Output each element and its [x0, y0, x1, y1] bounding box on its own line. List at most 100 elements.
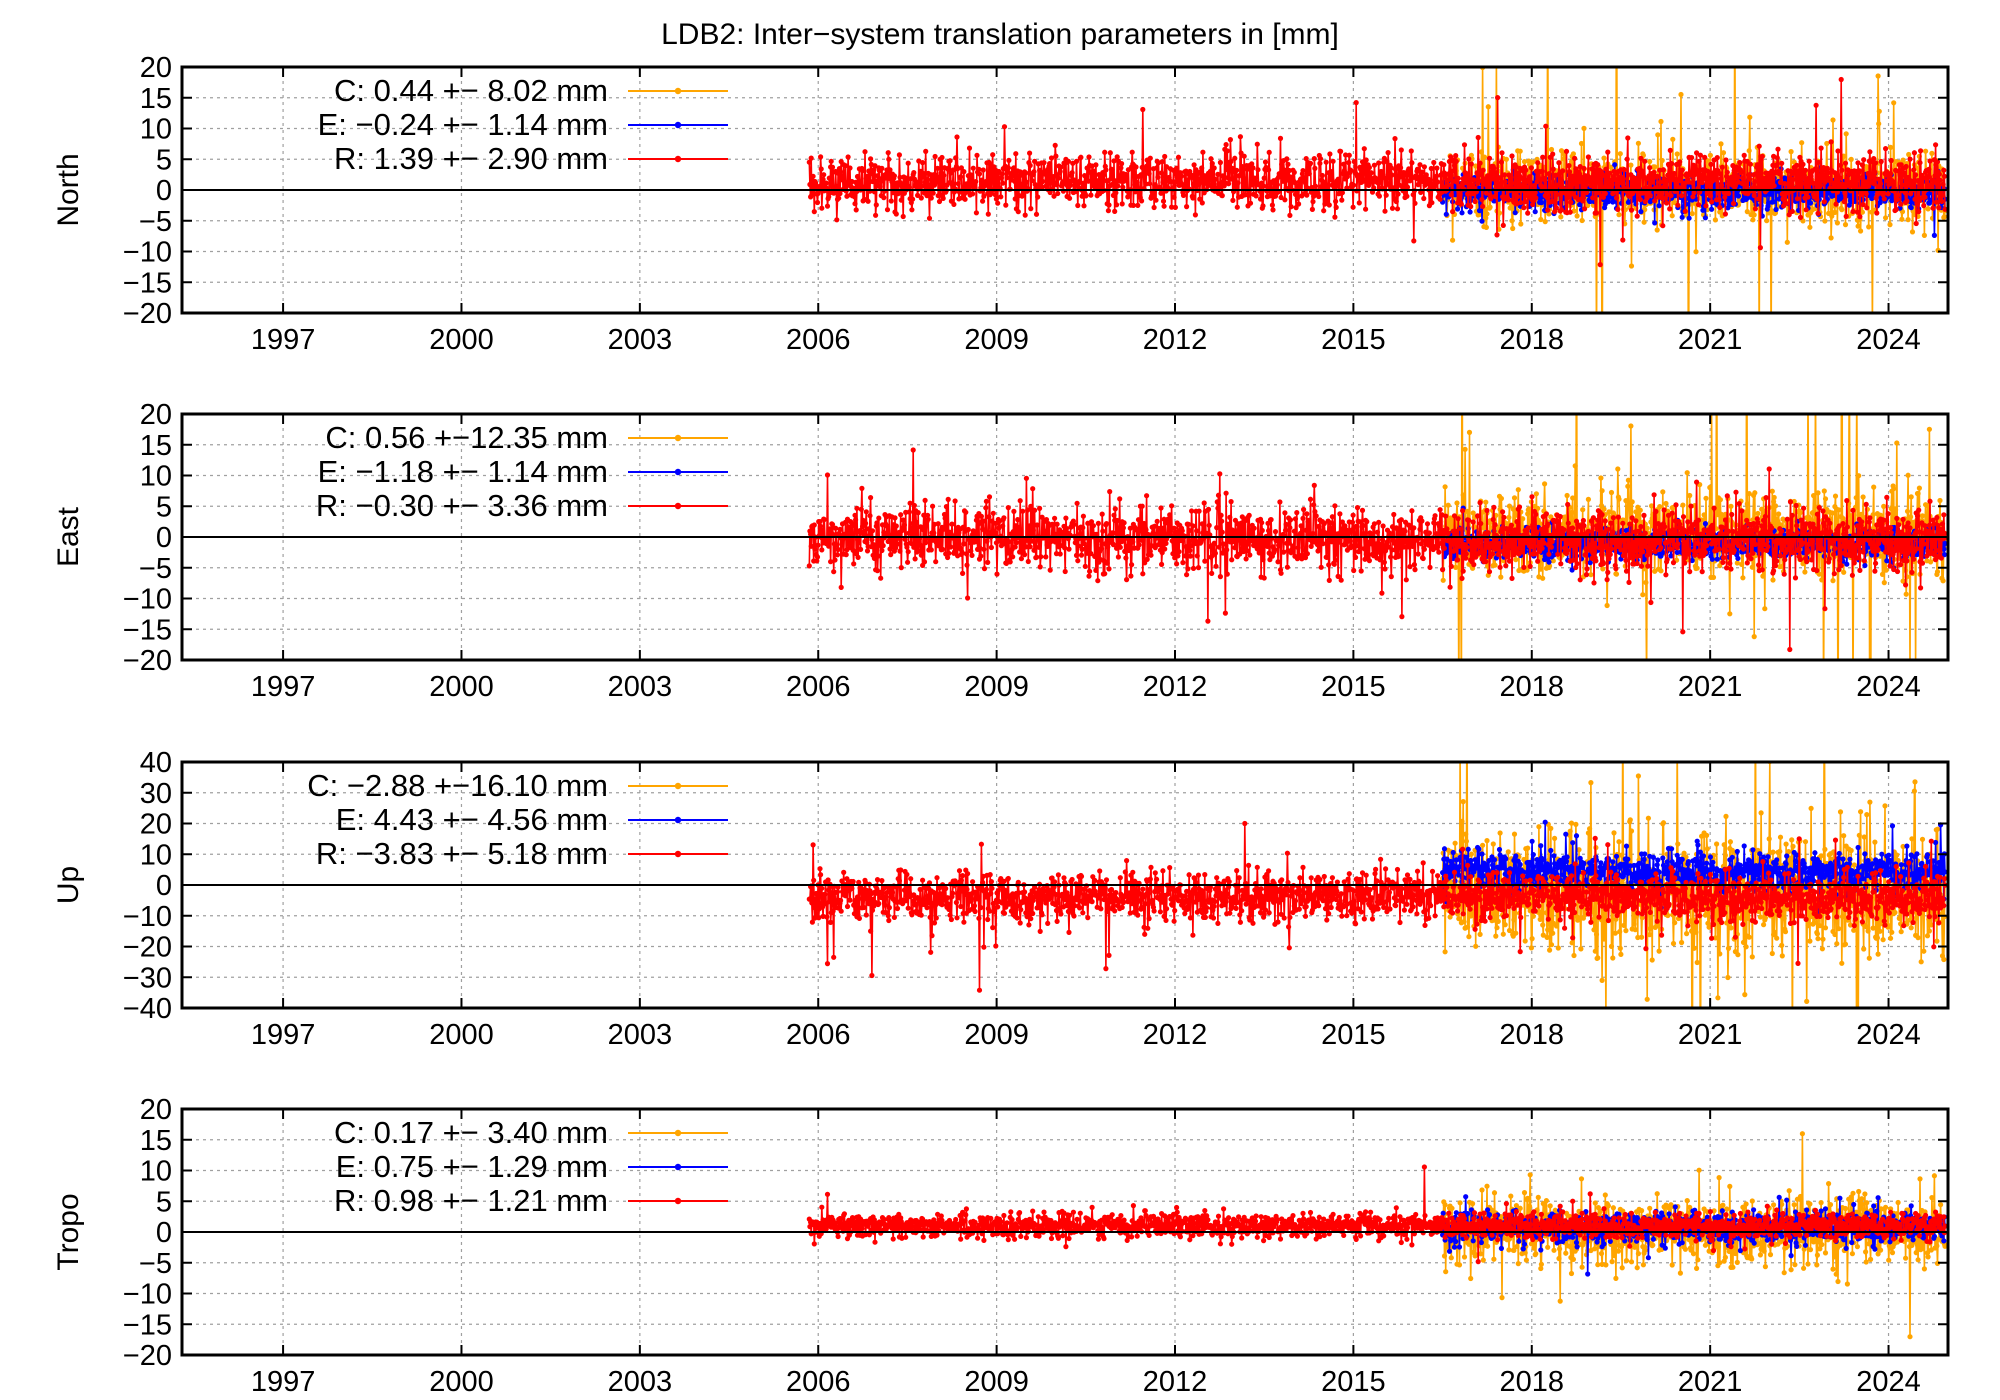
- y-tick-label: 15: [140, 83, 172, 115]
- x-tick-label: 2015: [1321, 671, 1386, 703]
- legend-label-E: E: 0.75 +− 1.29 mm: [336, 1149, 608, 1184]
- y-tick-label: −20: [123, 932, 172, 964]
- y-tick-label: 5: [156, 144, 172, 176]
- chart-title: LDB2: Inter−system translation parameter…: [661, 18, 1339, 51]
- y-axis-label: North: [52, 153, 85, 226]
- panel-data: [806, 1131, 1948, 1340]
- panel-tropo: 1997 2000 2003 2006 2009 2012 2015 2018 2021 2024…: [52, 1094, 1950, 1398]
- y-tick-label: −15: [123, 1309, 172, 1341]
- x-tick-label: 2006: [786, 324, 851, 356]
- y-tick-label: 10: [140, 461, 172, 493]
- x-tick-label: 2021: [1678, 324, 1743, 356]
- panel-data: [806, 67, 1948, 313]
- legend-marker-E: [674, 468, 682, 476]
- legend-label-R: R: −3.83 +− 5.18 mm: [316, 836, 608, 871]
- x-tick-label: 2018: [1500, 324, 1565, 356]
- x-tick-label: 2018: [1500, 671, 1565, 703]
- legend: C: −2.88 +−16.10 mmE: 4.43 +− 4.56 mmR: …: [307, 768, 728, 871]
- y-tick-label: 10: [140, 1156, 172, 1188]
- legend-label-C: C: −2.88 +−16.10 mm: [307, 768, 608, 803]
- chart-panels: 1997 2000 2003 2006 2009 2012 2015 2018 2021 2024…: [52, 52, 1950, 1398]
- y-tick-label: 0: [156, 175, 172, 207]
- series-points-E: [1440, 1194, 1948, 1277]
- x-tick-label: 2012: [1143, 1019, 1208, 1051]
- y-tick-label: 10: [140, 839, 172, 871]
- legend-label-E: E: −0.24 +− 1.14 mm: [318, 107, 608, 142]
- y-tick-label: 20: [140, 52, 172, 84]
- panel-up: 1997 2000 2003 2006 2009 2012 2015 2018 2021 2024…: [52, 747, 1950, 1051]
- legend-marker-R: [674, 850, 682, 858]
- x-tick-label: 2018: [1500, 1019, 1565, 1051]
- y-tick-label: −10: [123, 901, 172, 933]
- series-points-R: [806, 820, 1948, 993]
- y-tick-label: 0: [156, 1217, 172, 1249]
- x-tick-label: 2000: [429, 671, 494, 703]
- legend-marker-C: [674, 434, 682, 442]
- y-tick-label: 20: [140, 399, 172, 431]
- legend-label-R: R: −0.30 +− 3.36 mm: [316, 488, 608, 523]
- y-tick-label: 5: [156, 1186, 172, 1218]
- x-tick-label: 2015: [1321, 1366, 1386, 1398]
- y-tick-label: −10: [123, 1279, 172, 1311]
- x-tick-label: 1997: [251, 1366, 316, 1398]
- x-tick-label: 2024: [1856, 1366, 1921, 1398]
- x-tick-label: 2021: [1678, 1019, 1743, 1051]
- legend-label-C: C: 0.44 +− 8.02 mm: [334, 73, 608, 108]
- x-tick-label: 2006: [786, 671, 851, 703]
- y-tick-label: −15: [123, 267, 172, 299]
- legend: C: 0.56 +−12.35 mmE: −1.18 +− 1.14 mmR: …: [316, 420, 728, 523]
- x-tick-label: 2003: [608, 1019, 673, 1051]
- panel-east: 1997 2000 2003 2006 2009 2012 2015 2018 2021 2024…: [52, 399, 1950, 703]
- legend-marker-R: [674, 1197, 682, 1205]
- y-tick-label: 15: [140, 1125, 172, 1157]
- y-tick-label: 10: [140, 114, 172, 146]
- x-tick-label: 2024: [1856, 1019, 1921, 1051]
- legend-marker-E: [674, 121, 682, 129]
- y-tick-label: −10: [123, 237, 172, 269]
- x-tick-label: 2018: [1500, 1366, 1565, 1398]
- y-tick-label: −20: [123, 1340, 172, 1372]
- x-tick-label: 2000: [429, 324, 494, 356]
- legend-marker-R: [674, 502, 682, 510]
- x-tick-label: 1997: [251, 671, 316, 703]
- legend: C: 0.17 +− 3.40 mmE: 0.75 +− 1.29 mmR: 0…: [334, 1115, 728, 1218]
- y-tick-label: 40: [140, 747, 172, 779]
- legend: C: 0.44 +− 8.02 mmE: −0.24 +− 1.14 mmR: …: [318, 73, 728, 176]
- y-axis-label: Up: [52, 866, 85, 904]
- y-tick-label: 15: [140, 430, 172, 462]
- y-axis-label: Tropo: [52, 1193, 85, 1270]
- x-tick-label: 2003: [608, 671, 673, 703]
- y-tick-label: −20: [123, 298, 172, 330]
- y-tick-label: −30: [123, 962, 172, 994]
- y-tick-label: 5: [156, 491, 172, 523]
- y-tick-label: −15: [123, 614, 172, 646]
- x-tick-label: 2012: [1143, 1366, 1208, 1398]
- legend-marker-C: [674, 1129, 682, 1137]
- y-tick-label: −5: [139, 553, 172, 585]
- x-tick-label: 2009: [964, 1366, 1029, 1398]
- x-tick-label: 2006: [786, 1019, 851, 1051]
- y-tick-label: 30: [140, 778, 172, 810]
- panel-north: 1997 2000 2003 2006 2009 2012 2015 2018 2021 2024…: [52, 52, 1950, 356]
- x-tick-label: 2021: [1678, 671, 1743, 703]
- x-tick-label: 2012: [1143, 671, 1208, 703]
- x-tick-label: 2024: [1856, 671, 1921, 703]
- legend-marker-C: [674, 782, 682, 790]
- y-tick-label: −5: [139, 1248, 172, 1280]
- legend-label-R: R: 0.98 +− 1.21 mm: [334, 1183, 608, 1218]
- legend-marker-E: [674, 816, 682, 824]
- panel-data: [806, 762, 1948, 1008]
- legend-label-E: E: 4.43 +− 4.56 mm: [336, 802, 608, 837]
- legend-label-C: C: 0.17 +− 3.40 mm: [334, 1115, 608, 1150]
- legend-label-E: E: −1.18 +− 1.14 mm: [318, 454, 608, 489]
- x-tick-label: 2015: [1321, 324, 1386, 356]
- x-tick-label: 1997: [251, 324, 316, 356]
- y-tick-label: 0: [156, 870, 172, 902]
- y-tick-label: 20: [140, 1094, 172, 1126]
- x-tick-label: 2003: [608, 1366, 673, 1398]
- legend-label-R: R: 1.39 +− 2.90 mm: [334, 141, 608, 176]
- series-points-R: [806, 447, 1948, 653]
- y-tick-label: 0: [156, 522, 172, 554]
- legend-marker-C: [674, 87, 682, 95]
- legend-marker-R: [674, 155, 682, 163]
